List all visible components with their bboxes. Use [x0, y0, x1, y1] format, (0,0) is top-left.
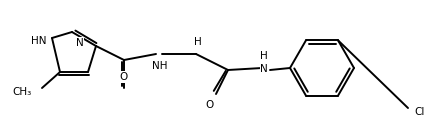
Text: CH₃: CH₃: [13, 87, 32, 97]
Text: H: H: [260, 51, 268, 61]
Text: N: N: [76, 38, 84, 48]
Text: Cl: Cl: [414, 107, 424, 117]
Text: H: H: [194, 37, 202, 47]
Text: HN: HN: [30, 36, 46, 46]
Text: O: O: [120, 72, 128, 82]
Text: NH: NH: [152, 61, 168, 71]
Text: O: O: [206, 100, 214, 110]
Text: N: N: [260, 64, 268, 74]
